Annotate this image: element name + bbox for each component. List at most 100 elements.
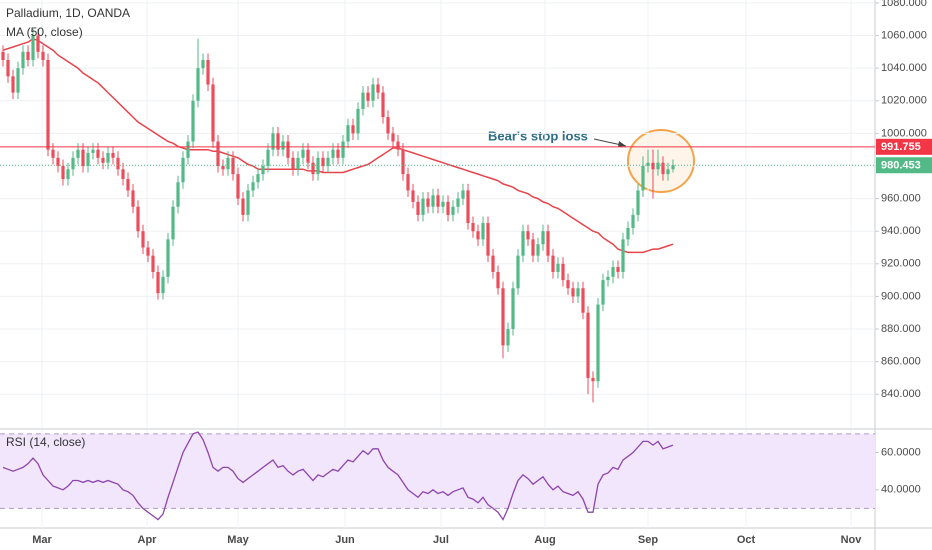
candle-body [336, 149, 340, 158]
candle-body [211, 84, 215, 142]
candle-body [476, 231, 480, 240]
candle-body [496, 271, 500, 289]
candle-body [11, 76, 15, 93]
candle-body [261, 165, 265, 175]
candle-body [651, 162, 655, 170]
candle-body [316, 157, 320, 175]
y-tick-label: 1080.000 [881, 0, 927, 9]
candle-body [671, 165, 675, 170]
candle-body [131, 190, 135, 207]
candle-body [196, 68, 200, 101]
candle-body [166, 239, 170, 277]
candle-body [541, 231, 545, 245]
y-tick-label: 840.000 [881, 388, 921, 400]
candle-body [666, 169, 670, 175]
candle-body [531, 239, 535, 256]
candle-body [431, 195, 435, 207]
y-tick-label: 1060.000 [881, 29, 927, 41]
price-label-box [876, 138, 932, 155]
candle-body [216, 141, 220, 166]
candle-body [71, 157, 75, 170]
candle-body [161, 276, 165, 294]
candle-body [291, 157, 295, 170]
candle-body [571, 288, 575, 297]
x-tick-label: May [227, 534, 249, 546]
candle-body [246, 190, 250, 215]
candle-body [416, 201, 420, 215]
candle-body [86, 152, 90, 166]
candle-body [151, 255, 155, 272]
candle-body [591, 377, 595, 382]
candle-body [281, 141, 285, 150]
candle-body [406, 174, 410, 191]
candle-body [486, 223, 490, 256]
candle-body [346, 125, 350, 142]
candle-body [46, 60, 50, 150]
candle-body [561, 263, 565, 281]
candle-body [621, 239, 625, 272]
candle-body [626, 227, 630, 240]
candle-body [606, 276, 610, 281]
candle-body [31, 35, 35, 61]
price-label: 991.755 [881, 141, 921, 153]
candle-body [631, 214, 635, 228]
candle-body [381, 92, 385, 118]
candle-body [106, 152, 110, 163]
y-tick-label: 960.000 [881, 192, 921, 204]
candle-body [641, 165, 645, 191]
x-tick-label: Jun [335, 534, 355, 546]
candle-body [126, 179, 130, 191]
candle-body [601, 280, 605, 305]
candle-body [446, 201, 450, 215]
candle-body [491, 255, 495, 272]
candle-body [471, 223, 475, 232]
candle-body [156, 271, 160, 294]
candle-body [296, 157, 300, 170]
candle-body [191, 100, 195, 142]
x-tick-label: Nov [841, 534, 863, 546]
candle-body [256, 174, 260, 183]
candle-body [331, 149, 335, 158]
y-tick-label: 900.000 [881, 290, 921, 302]
chart-title: Palladium, 1D, OANDA [6, 6, 130, 20]
candle-body [391, 133, 395, 142]
x-tick-label: Jul [433, 534, 449, 546]
ma-line [2, 37, 674, 254]
candle-body [276, 133, 280, 150]
candle-body [236, 174, 240, 199]
candle-body [326, 157, 330, 166]
price-label-box [876, 157, 932, 174]
ma-legend: MA (50, close) [6, 25, 83, 39]
x-tick-label: Apr [138, 534, 158, 546]
candle-body [506, 329, 510, 346]
candle-body [66, 169, 70, 180]
highlight-circle [627, 129, 695, 193]
candle-body [566, 280, 570, 289]
candle-body [181, 157, 185, 183]
price-label: 980.453 [881, 160, 921, 172]
candle-body [186, 141, 190, 158]
x-tick-label: Mar [32, 534, 52, 546]
candle-body [371, 84, 375, 101]
candle-body [111, 152, 115, 158]
candle-body [376, 84, 380, 93]
candle-body [41, 51, 45, 61]
candle-body [96, 149, 100, 158]
candle-body [421, 198, 425, 215]
candle-body [321, 157, 325, 166]
candle-body [386, 117, 390, 134]
candle-body [581, 288, 585, 313]
candle-body [341, 141, 345, 158]
y-tick-label: 1000.000 [881, 127, 927, 139]
candle-body [76, 149, 80, 158]
candle-body [366, 92, 370, 101]
candle-body [1, 51, 5, 61]
candle-body [266, 149, 270, 166]
y-tick-label: 940.000 [881, 225, 921, 237]
candle-body [546, 231, 550, 256]
x-tick-label: Sep [638, 534, 658, 546]
candle-body [56, 157, 60, 166]
candle-body [481, 223, 485, 240]
candle-body [201, 60, 205, 69]
y-tick-label: 40.0000 [881, 484, 921, 496]
